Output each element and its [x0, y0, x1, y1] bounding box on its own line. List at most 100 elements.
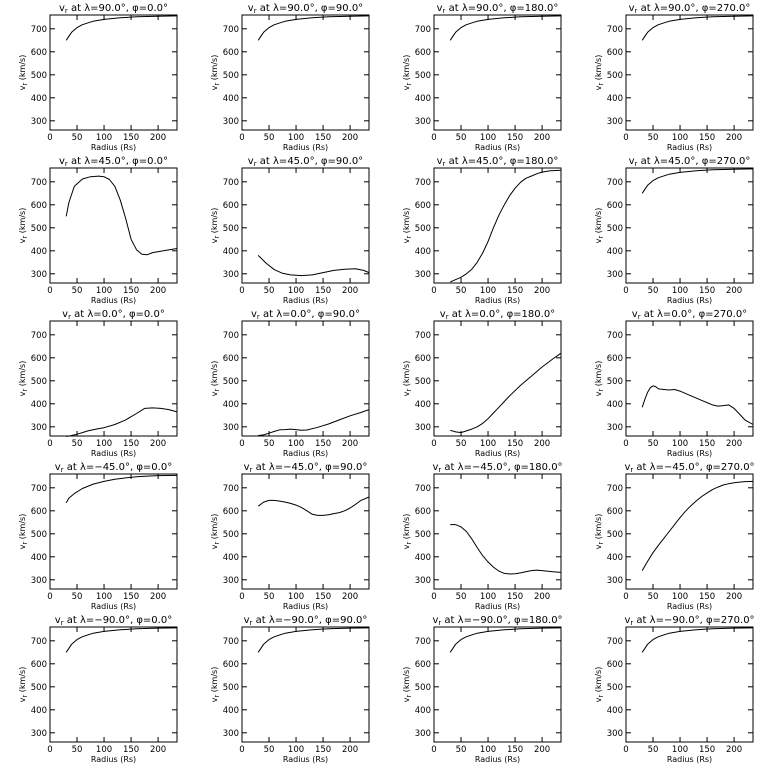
x-axis-label: Radius (Rs) — [667, 449, 712, 458]
x-tick-label: 100 — [480, 439, 496, 449]
x-tick-label: 100 — [672, 745, 688, 755]
x-tick-label: 50 — [456, 286, 467, 296]
y-axis-label: vr (km/s) — [402, 361, 413, 397]
y-tick-label: 700 — [415, 25, 431, 35]
plot-frame — [49, 14, 178, 131]
y-axis-label: vr (km/s) — [402, 208, 413, 244]
y-tick-label: 700 — [607, 484, 623, 494]
x-tick-label: 0 — [47, 286, 52, 296]
y-tick-label: 400 — [31, 706, 47, 716]
x-axis-label: Radius (Rs) — [667, 143, 712, 152]
y-tick-label: 500 — [31, 530, 47, 540]
x-tick-label: 50 — [456, 745, 467, 755]
chart-panel-5: vr at λ=45.0°, φ=0.0° 0 50 100 150 200 300 400 5… — [18, 156, 178, 305]
x-tick-label: 100 — [480, 592, 496, 602]
chart-panel-14: vr at λ=−45.0°, φ=90.0° 0 50 100 150 200 300 40… — [210, 462, 370, 611]
x-tick-label: 100 — [288, 439, 304, 449]
y-tick-label: 400 — [607, 553, 623, 563]
chart-title: vr at λ=90.0°, φ=270.0° — [629, 3, 751, 15]
y-tick-label: 700 — [223, 637, 239, 647]
x-tick-label: 150 — [699, 286, 715, 296]
y-axis-label: vr (km/s) — [402, 514, 413, 550]
y-tick-label: 600 — [31, 48, 47, 58]
x-axis-label: Radius (Rs) — [667, 602, 712, 611]
series-line — [641, 385, 754, 425]
y-tick-label: 600 — [31, 507, 47, 517]
y-tick-label: 300 — [607, 729, 623, 739]
chart-panel-2: vr at λ=90.0°, φ=90.0° 0 50 100 150 200 300 400… — [210, 3, 370, 152]
y-tick-label: 300 — [607, 423, 623, 433]
chart-panel-1: vr at λ=90.0°, φ=0.0° 0 50 100 150 200 300 400 5… — [18, 3, 178, 152]
x-axis-label: Radius (Rs) — [283, 143, 328, 152]
x-tick-label: 200 — [342, 439, 358, 449]
chart-title: vr at λ=−90.0°, φ=180.0° — [432, 615, 562, 627]
plot-frame — [241, 320, 370, 437]
y-tick-label: 400 — [415, 247, 431, 257]
y-tick-label: 700 — [415, 178, 431, 188]
chart-panel-17: vr at λ=−90.0°, φ=0.0° 0 50 100 150 200 300 400… — [18, 615, 178, 764]
y-tick-label: 600 — [607, 354, 623, 364]
chart-panel-3: vr at λ=90.0°, φ=180.0° 0 50 100 150 200 300 40… — [402, 3, 562, 152]
chart-panel-7: vr at λ=45.0°, φ=180.0° 0 50 100 150 200 300 40… — [402, 156, 562, 305]
y-tick-label: 600 — [415, 201, 431, 211]
y-tick-label: 400 — [223, 94, 239, 104]
y-axis-label: vr (km/s) — [210, 667, 221, 703]
chart-panel-12: vr at λ=0.0°, φ=270.0° 0 50 100 150 200 300 400… — [594, 309, 754, 458]
x-tick-label: 200 — [726, 286, 742, 296]
chart-title: vr at λ=0.0°, φ=270.0° — [632, 309, 747, 321]
chart-panel-11: vr at λ=0.0°, φ=180.0° 0 50 100 150 200 300 400… — [402, 309, 562, 458]
chart-title: vr at λ=−90.0°, φ=0.0° — [55, 615, 172, 627]
y-tick-label: 400 — [223, 400, 239, 410]
x-tick-label: 0 — [47, 439, 52, 449]
y-tick-label: 400 — [223, 706, 239, 716]
x-tick-label: 150 — [315, 286, 331, 296]
x-axis-label: Radius (Rs) — [475, 296, 520, 305]
y-tick-label: 500 — [415, 224, 431, 234]
series-line — [257, 15, 370, 41]
series-line — [641, 480, 754, 571]
y-tick-label: 600 — [415, 660, 431, 670]
y-tick-label: 400 — [31, 247, 47, 257]
series-line — [257, 627, 370, 653]
y-tick-label: 700 — [607, 637, 623, 647]
y-axis-label: vr (km/s) — [210, 55, 221, 91]
x-tick-label: 0 — [623, 439, 628, 449]
y-tick-label: 300 — [415, 729, 431, 739]
x-tick-label: 0 — [623, 745, 628, 755]
x-tick-label: 100 — [480, 745, 496, 755]
chart-title: vr at λ=90.0°, φ=180.0° — [437, 3, 559, 15]
x-tick-label: 150 — [507, 439, 523, 449]
y-tick-label: 300 — [223, 729, 239, 739]
y-tick-label: 700 — [607, 331, 623, 341]
series-line — [450, 169, 562, 283]
y-tick-label: 300 — [607, 270, 623, 280]
plot-frame — [625, 167, 754, 284]
plot-frame — [625, 14, 754, 131]
x-axis-label: Radius (Rs) — [91, 143, 136, 152]
y-tick-label: 400 — [607, 94, 623, 104]
y-tick-label: 600 — [223, 354, 239, 364]
y-tick-label: 400 — [607, 400, 623, 410]
x-tick-label: 0 — [623, 133, 628, 143]
x-axis-label: Radius (Rs) — [91, 296, 136, 305]
series-line — [257, 255, 370, 277]
x-tick-label: 0 — [431, 286, 436, 296]
x-tick-label: 50 — [72, 133, 83, 143]
plot-frame — [625, 473, 754, 590]
y-tick-label: 500 — [31, 71, 47, 81]
y-tick-label: 700 — [31, 331, 47, 341]
y-tick-label: 400 — [223, 553, 239, 563]
plot-frame — [241, 14, 370, 131]
x-tick-label: 150 — [699, 133, 715, 143]
x-tick-label: 50 — [264, 286, 275, 296]
plot-frame — [433, 167, 562, 284]
x-tick-label: 150 — [507, 745, 523, 755]
series-line — [641, 627, 754, 653]
y-tick-label: 600 — [223, 48, 239, 58]
y-tick-label: 600 — [31, 354, 47, 364]
chart-title: vr at λ=45.0°, φ=270.0° — [629, 156, 751, 168]
y-tick-label: 300 — [223, 576, 239, 586]
x-tick-label: 100 — [96, 133, 112, 143]
y-tick-label: 700 — [607, 25, 623, 35]
x-tick-label: 50 — [72, 286, 83, 296]
